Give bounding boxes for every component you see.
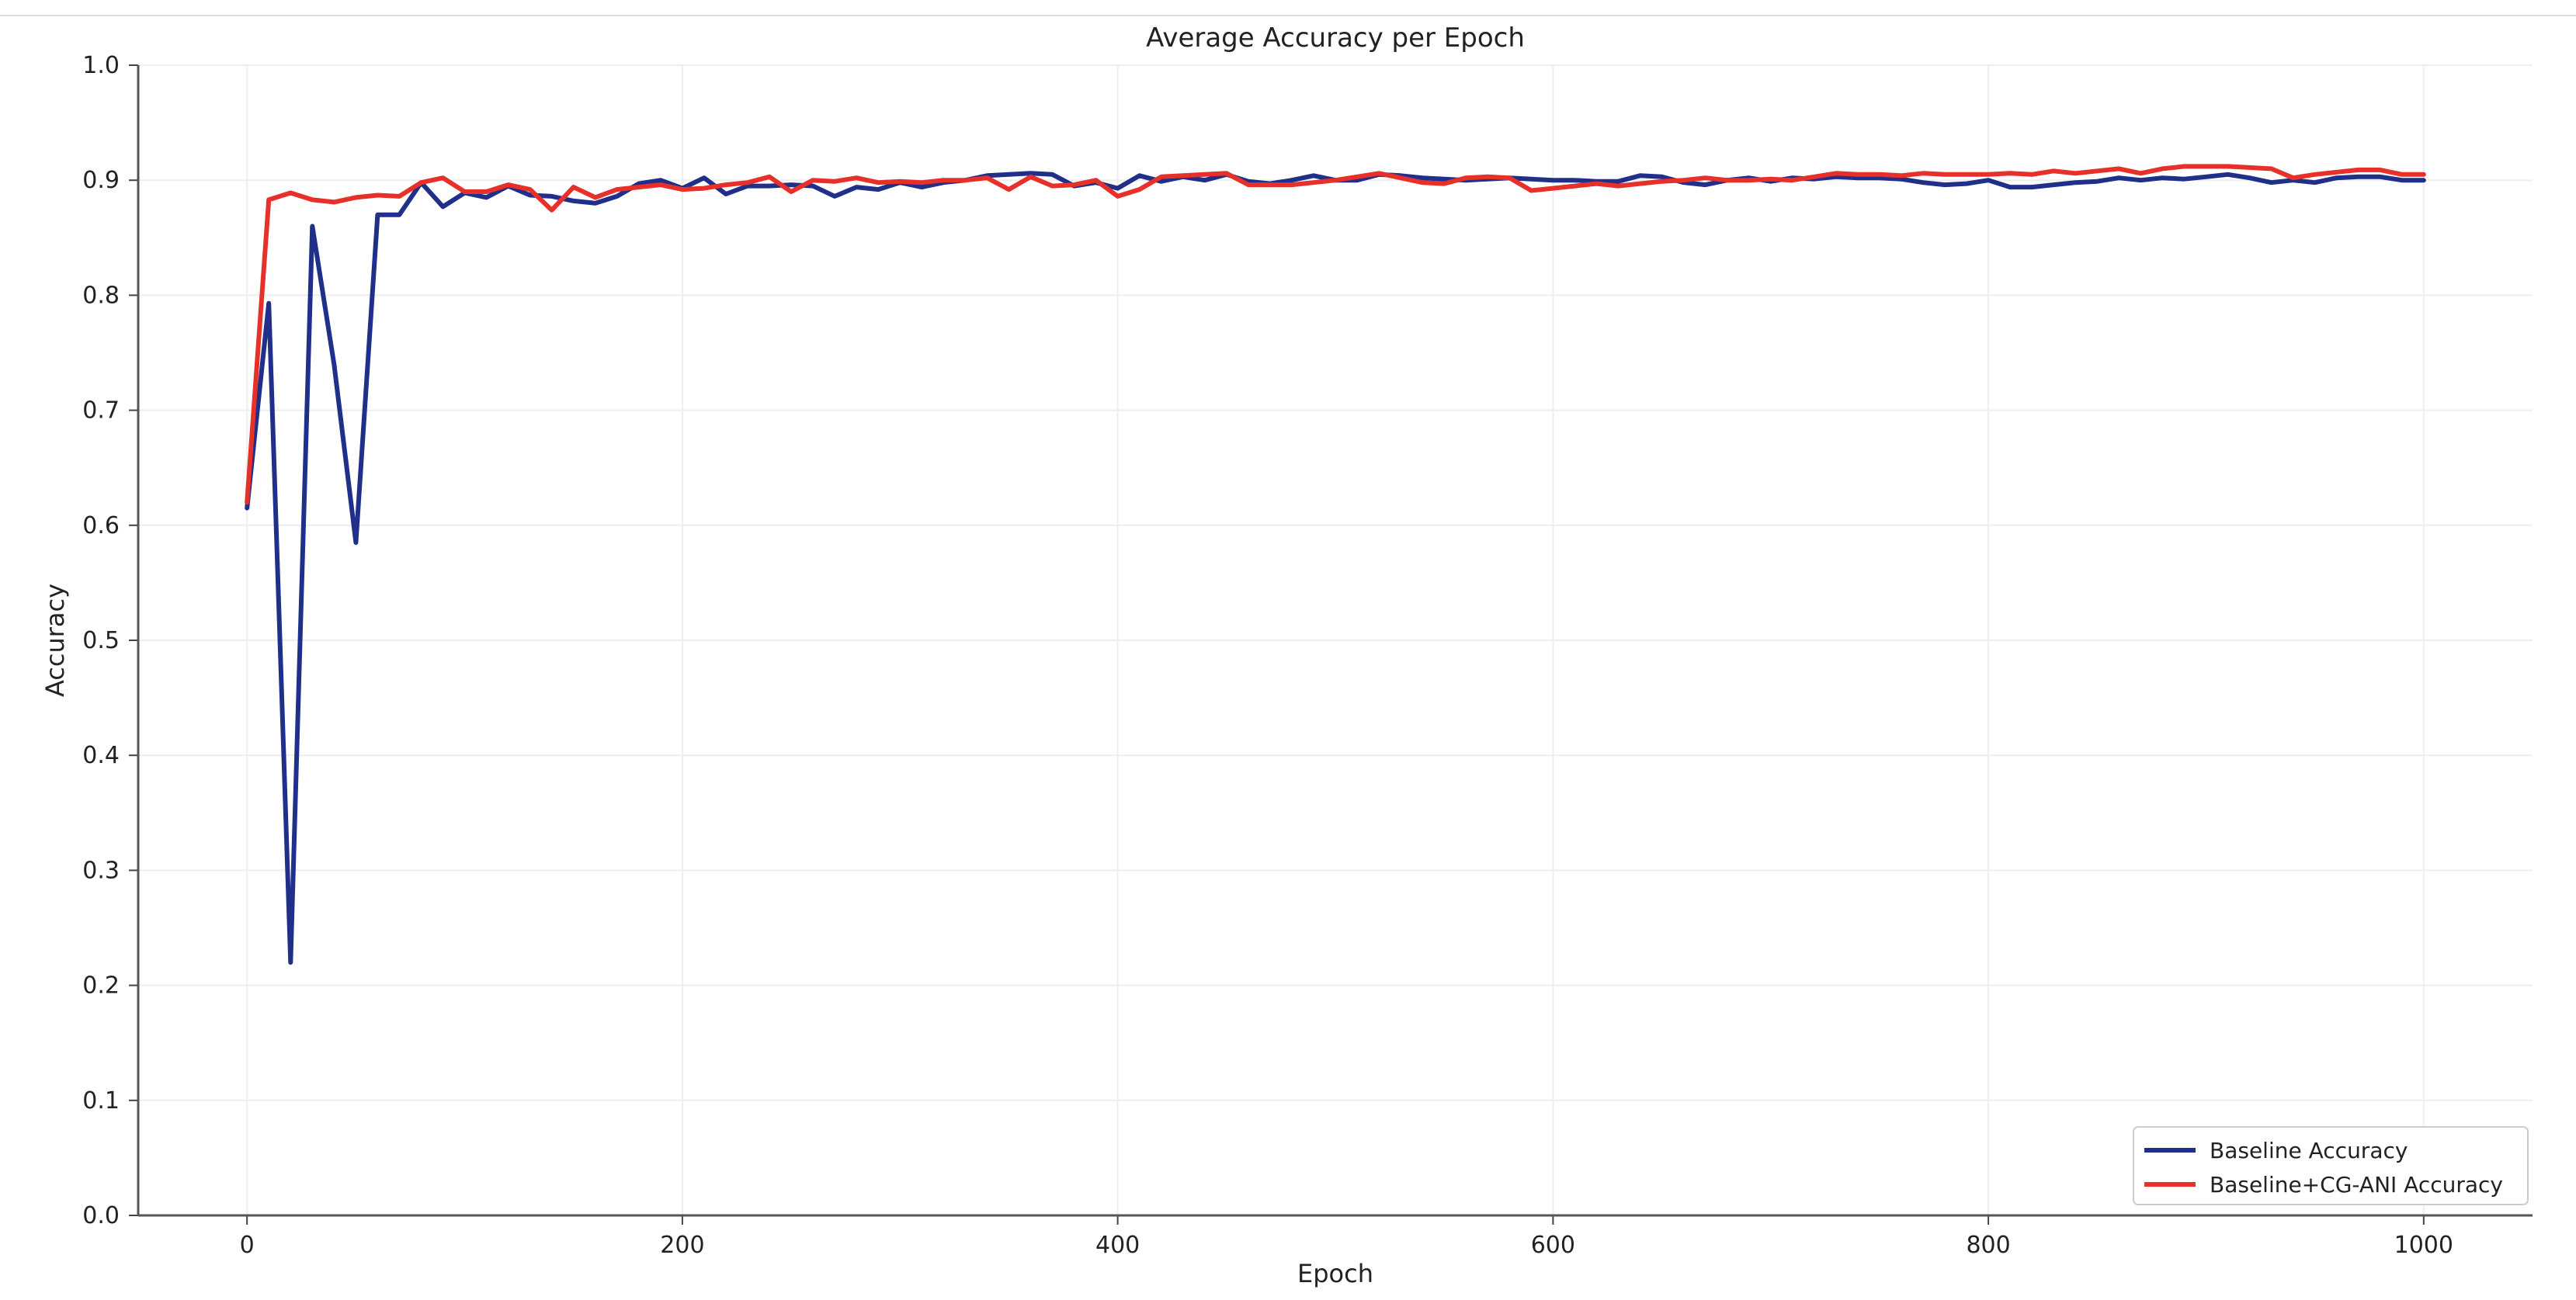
- y-tick-label: 0.8: [82, 282, 120, 309]
- x-tick-label: 200: [660, 1232, 704, 1259]
- x-axis-label: Epoch: [1297, 1259, 1373, 1288]
- y-tick-label: 1.0: [82, 52, 120, 79]
- y-tick-label: 0.9: [82, 167, 120, 194]
- y-tick-label: 0.5: [82, 627, 120, 654]
- series-lines: [245, 164, 2426, 965]
- legend: Baseline Accuracy Baseline+CG-ANI Accura…: [2133, 1126, 2529, 1205]
- series-line-baseline: [245, 171, 2426, 965]
- legend-box: [2133, 1126, 2529, 1205]
- x-tick-label: 400: [1095, 1232, 1140, 1259]
- tick-labels: 0.0 0.1 0.2 0.3 0.4 0.5 0.6 0.7 0.8 0.9 1.0 0 200 400…: [82, 52, 2453, 1259]
- series-line-cg-ani: [245, 164, 2426, 505]
- y-tick-label: 0.2: [82, 972, 120, 1000]
- x-tick-label: 0: [240, 1232, 255, 1259]
- chart-title: Average Accuracy per Epoch: [1146, 23, 1525, 54]
- legend-label-cg-ani: Baseline+CG-ANI Accuracy: [2210, 1172, 2503, 1198]
- legend-label-baseline: Baseline Accuracy: [2210, 1138, 2408, 1163]
- grid-lines: [138, 64, 2533, 1216]
- y-tick-label: 0.6: [82, 512, 120, 539]
- y-axis-label: Accuracy: [40, 584, 70, 697]
- y-tick-label: 0.7: [82, 397, 120, 425]
- axes: [0, 15, 2576, 1225]
- y-tick-label: 0.4: [82, 742, 120, 769]
- y-tick-label: 0.1: [82, 1087, 120, 1115]
- x-tick-label: 800: [1966, 1232, 2010, 1259]
- x-tick-label: 1000: [2394, 1232, 2453, 1259]
- x-tick-label: 600: [1531, 1232, 1575, 1259]
- y-tick-label: 0.0: [82, 1202, 120, 1229]
- y-tick-label: 0.3: [82, 857, 120, 884]
